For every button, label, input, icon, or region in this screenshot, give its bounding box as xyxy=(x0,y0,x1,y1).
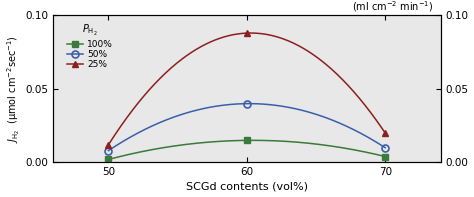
Legend: 100%, 50%, 25%: 100%, 50%, 25% xyxy=(65,21,115,71)
Y-axis label: $J_{\mathrm{H_2}}$  (µmol cm$^{-2}$sec$^{-1}$): $J_{\mathrm{H_2}}$ (µmol cm$^{-2}$sec$^{… xyxy=(6,35,22,143)
Text: (ml cm$^{-2}$ min$^{-1}$): (ml cm$^{-2}$ min$^{-1}$) xyxy=(352,0,433,14)
X-axis label: SCGd contents (vol%): SCGd contents (vol%) xyxy=(186,181,308,191)
